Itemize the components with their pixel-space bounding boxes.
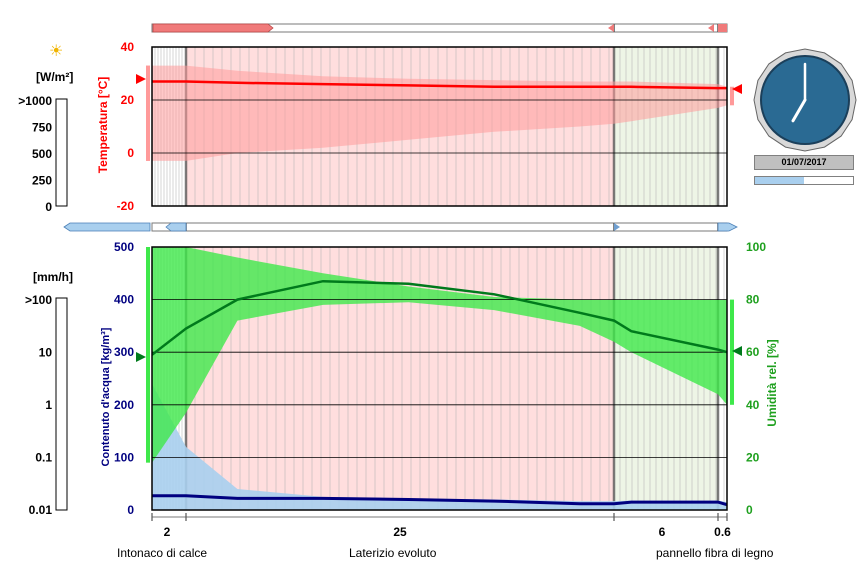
water-content-tick-label: 400 [114,293,134,307]
radiation-tick-label: 750 [32,121,52,135]
water-content-tick-label: 300 [114,345,134,359]
slider-arrow [608,24,614,32]
water-content-tick-label: 0 [127,503,134,517]
humidity-profile-line [152,279,727,356]
moisture-layer-slider[interactable] [63,222,738,232]
layer-thickness-label: 25 [393,525,407,539]
outdoor-temp-marker [136,74,146,84]
layer-name-wood-fiber: pannello fibra di legno [656,546,774,560]
weather-scales: >1000 750 500 250 0 >100 10 1 0.1 0.01 [18,94,68,517]
humidity-tick-label: 80 [746,293,760,307]
temperature-profile-line [152,80,727,90]
humidity-tick-label: 60 [746,345,760,359]
rain-tick-label: 1 [45,398,52,412]
indoor-temp-range-bar [730,86,734,106]
temperature-tick-label: 20 [121,93,135,107]
rain-tick-label: 10 [39,346,53,360]
rain-scale-bar [55,297,68,511]
year-progress-fill [755,177,804,184]
year-progress-bar[interactable] [754,176,854,185]
slider-track [151,222,728,232]
sun-icon: ☀ [49,43,64,60]
radiation-tick-label: >1000 [18,94,52,108]
rain-tick-label: 0.1 [35,451,52,465]
layer-thickness-label: 6 [659,525,666,539]
humidity-tick-label: 100 [746,240,766,254]
indoor-temp-marker [732,84,742,94]
moisture-plot-frame [151,246,728,511]
radiation-tick-label: 0 [45,200,52,214]
water-content-profile-line [152,494,727,507]
slider-handle-outer [63,222,151,232]
water-content-tick-label: 500 [114,240,134,254]
outdoor-rh-marker [136,352,146,362]
radiation-scale-bar [55,98,68,207]
temperature-plot-frame [151,46,728,207]
water-content-tick-label: 200 [114,398,134,412]
humidity-axis-title: Umidità rel. [%] [765,339,779,427]
temperature-axis-title: Temperatura [°C] [96,76,110,174]
humidity-range-band [152,247,727,463]
layer-name-lime-plaster: Intonaco di calce [117,546,208,560]
layer-thickness-axis: 2 25 6 0.6 [151,513,731,539]
outdoor-rh-range-bar [146,247,150,463]
radiation-tick-label: 500 [32,147,52,161]
simulation-date: 01/07/2017 [754,155,854,170]
slider-handle-inner [717,222,738,232]
layer-thickness-label: 0.6 [714,525,731,539]
humidity-tick-label: 0 [746,503,753,517]
layer-thickness-label: 2 [164,525,171,539]
slider-handle-outer [152,23,274,33]
temperature-tick-label: 40 [121,40,135,54]
indoor-rh-range-bar [730,299,734,405]
temp-layer-2 [614,47,718,206]
layer-name-brick: Laterizio evoluto [349,546,437,560]
rain-unit: [mm/h] [33,270,73,284]
indoor-rh-marker [732,346,742,356]
rain-tick-label: >100 [25,293,52,307]
moisture-plot-area [152,247,727,510]
temperature-range-band [152,65,727,161]
humidity-tick-label: 20 [746,450,760,464]
slider-arrow [614,223,620,231]
temp-layer-3 [718,47,727,206]
temperature-plot-area [152,47,727,206]
rain-tick-label: 0.01 [29,503,53,517]
outdoor-temp-range-bar [146,65,150,161]
humidity-tick-label: 40 [746,398,760,412]
radiation-unit: [W/m²] [36,70,74,84]
clock-hour-hand [791,98,807,123]
temperature-layer-slider[interactable] [151,23,728,33]
slider-handle-inner [718,24,727,32]
water-content-tick-label: 100 [114,450,134,464]
temperature-tick-label: 0 [127,146,134,160]
water-content-axis-title: Contenuto d'acqua [kg/m³] [100,327,112,467]
slider-handle-layer [165,222,187,232]
clock-widget [753,48,857,152]
temperature-tick-label: -20 [117,199,135,213]
radiation-tick-label: 250 [32,174,52,188]
slider-arrow [708,24,714,32]
temperature-chart: 40 20 0 -20 [117,40,742,213]
